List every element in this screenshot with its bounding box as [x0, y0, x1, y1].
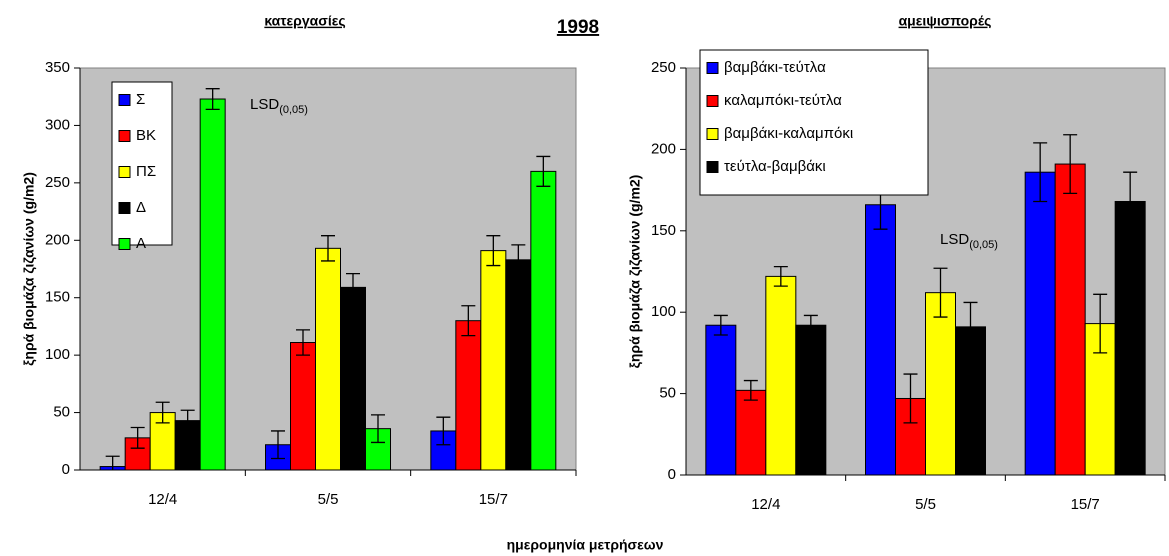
error-bar	[743, 379, 758, 401]
y-tick-label: 200	[651, 140, 676, 157]
bar	[765, 275, 797, 475]
error-bar	[205, 88, 220, 110]
legend-label: τεύτλα-βαμβάκι	[724, 158, 826, 175]
error-bar	[1033, 142, 1048, 203]
legend-swatch	[118, 166, 131, 178]
x-axis-label: ημερομηνία μετρήσεων	[507, 537, 664, 553]
bar	[290, 342, 316, 470]
legend-swatch	[118, 94, 131, 106]
error-bar	[346, 272, 360, 302]
legend-label: βαμβάκι-τεύτλα	[724, 59, 826, 76]
error-bar	[371, 414, 385, 444]
super-title: 1998	[557, 17, 599, 38]
annotation: LSD(0,05)	[250, 96, 308, 116]
error-bar	[1123, 171, 1138, 232]
error-bar	[130, 426, 145, 449]
error-bar	[536, 155, 551, 187]
legend-label: Σ	[136, 91, 145, 108]
legend-label: Δ	[136, 199, 146, 216]
bars	[99, 88, 557, 470]
legend-label: ΠΣ	[136, 163, 156, 180]
y-tick-label: 0	[62, 461, 70, 478]
legend-swatch	[706, 161, 719, 173]
legend-label: καλαμπόκι-τεύτλα	[724, 92, 842, 109]
legend-box	[699, 49, 929, 196]
error-bar	[155, 401, 170, 424]
legend-swatch	[118, 238, 131, 250]
error-bar	[461, 305, 476, 337]
error-bar	[903, 373, 918, 424]
error-bar	[803, 314, 818, 336]
x-tick-label: 15/7	[1071, 496, 1100, 513]
annotation: LSD(0,05)	[940, 231, 998, 251]
y-tick-label: 250	[651, 59, 676, 76]
legend-label: βαμβάκι-καλαμπόκι	[724, 125, 853, 142]
error-bar	[180, 409, 195, 432]
x-tick-label: 5/5	[318, 491, 339, 508]
bar	[480, 250, 507, 470]
bar	[1024, 171, 1056, 475]
x-tick-label: 12/4	[751, 496, 780, 513]
chart-title: αμειψισπορές	[899, 13, 992, 29]
error-bar	[963, 301, 978, 352]
bar	[1054, 163, 1086, 475]
legend-swatch	[706, 62, 719, 74]
bar	[530, 170, 557, 470]
bar	[865, 204, 896, 475]
y-tick-label: 100	[45, 346, 70, 363]
error-bar	[105, 455, 120, 470]
y-tick-label: 250	[45, 174, 70, 191]
annotation-text: LSD	[250, 96, 279, 113]
legend-swatch	[118, 202, 131, 214]
y-tick-label: 150	[45, 289, 70, 306]
bar	[705, 324, 737, 475]
y-tick-label: 50	[659, 385, 676, 402]
annotation-subscript: (0,05)	[279, 104, 308, 116]
bar	[340, 286, 366, 470]
y-tick-label: 150	[651, 222, 676, 239]
bar	[199, 98, 226, 470]
bar	[455, 320, 482, 470]
x-tick-label: 5/5	[915, 496, 936, 513]
bar	[315, 247, 341, 470]
legend-swatch	[706, 128, 719, 140]
bars	[705, 134, 1146, 475]
y-axis-label: ξηρά βιομάζα ζιζανίων (g/m2)	[21, 172, 37, 366]
bar	[735, 389, 767, 475]
y-tick-label: 50	[53, 404, 70, 421]
annotation-subscript: (0,05)	[969, 239, 998, 251]
error-bar	[1093, 293, 1108, 354]
error-bar	[1063, 134, 1078, 195]
error-bar	[486, 235, 501, 267]
chart-title: κατεργασίες	[264, 13, 345, 29]
error-bar	[436, 416, 451, 446]
error-bar	[933, 267, 948, 318]
x-tick-label: 12/4	[148, 491, 177, 508]
legend-swatch	[118, 130, 131, 142]
y-tick-label: 350	[45, 59, 70, 76]
bar	[925, 292, 956, 475]
legend-label: Α	[136, 235, 146, 252]
y-tick-label: 0	[668, 466, 676, 483]
x-tick-label: 15/7	[479, 491, 508, 508]
legend-label: ΒΚ	[136, 127, 156, 144]
legend-swatch	[706, 95, 719, 107]
bar	[505, 259, 532, 470]
error-bar	[296, 329, 310, 356]
error-bar	[321, 235, 335, 262]
bar	[795, 324, 827, 475]
y-axis-label: ξηρά βιομάζα ζιζανίων (g/m2)	[627, 175, 643, 369]
legend-box	[111, 81, 173, 246]
annotation-text: LSD	[940, 231, 969, 248]
error-bar	[271, 430, 285, 460]
y-tick-label: 100	[651, 303, 676, 320]
error-bar	[773, 265, 788, 287]
y-tick-label: 200	[45, 231, 70, 248]
y-tick-label: 300	[45, 116, 70, 133]
bar	[1114, 200, 1146, 475]
error-bar	[713, 314, 728, 336]
error-bar	[511, 244, 526, 276]
